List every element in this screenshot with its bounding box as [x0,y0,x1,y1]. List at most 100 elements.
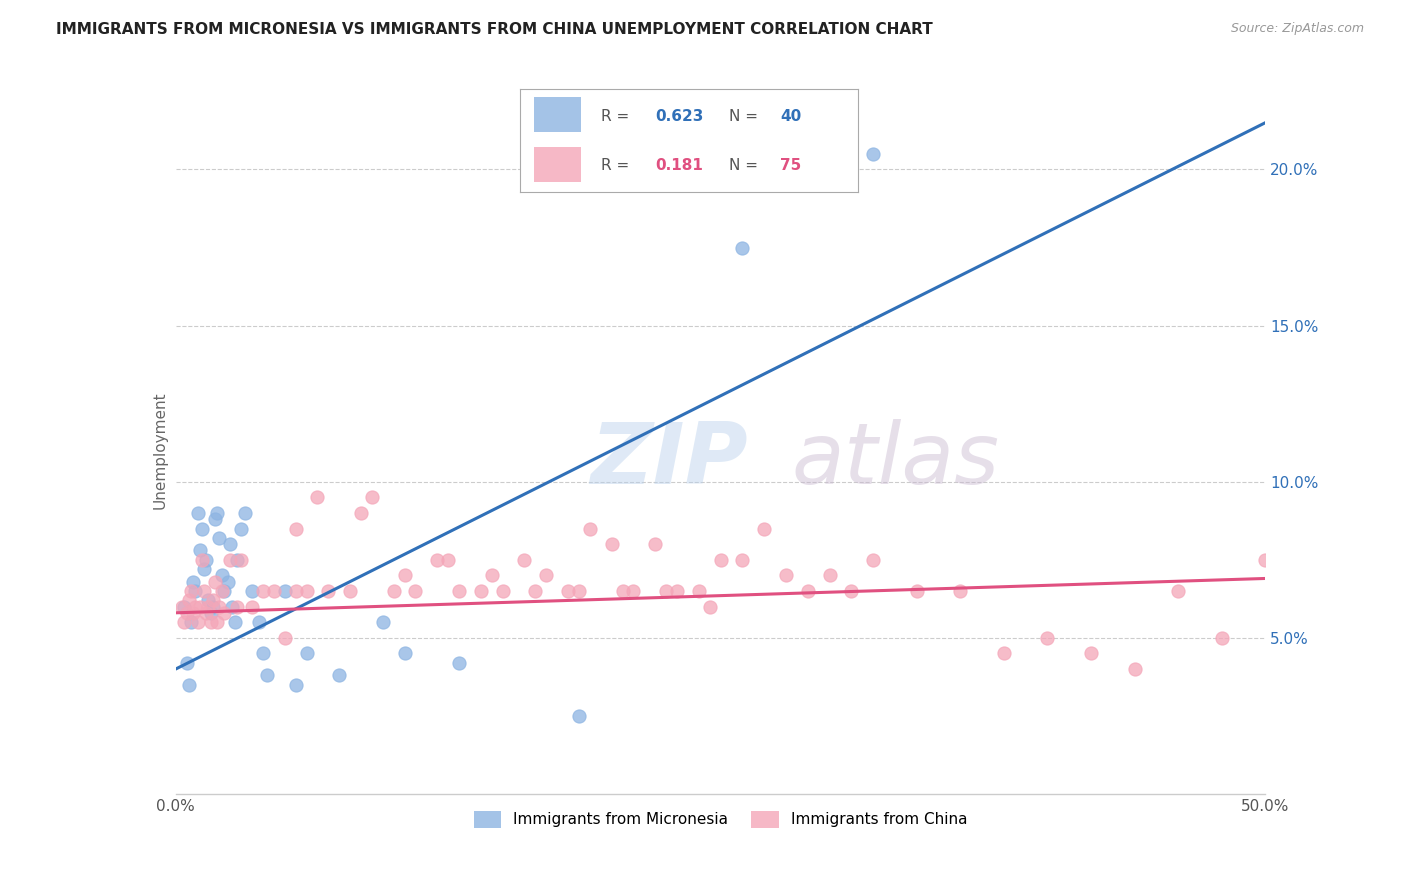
Point [211,568,233,582]
Point [524,583,547,598]
Point [1211,631,1233,645]
Point [818,568,841,582]
Text: R =: R = [602,158,640,173]
Point [307,490,329,504]
Point [382,583,405,598]
Point [235,506,257,520]
Text: 75: 75 [780,158,801,173]
Point [212,583,235,598]
Point [200,606,222,620]
Point [240,599,263,614]
Point [177,593,200,607]
Point [224,615,246,630]
Point [754,521,776,535]
Point [731,552,754,567]
Text: R =: R = [602,110,634,124]
Point [394,646,416,660]
Point [797,583,820,598]
Point [328,668,350,682]
Point [274,583,297,598]
Point [688,583,710,598]
Point [470,583,492,598]
Point [371,615,394,630]
Point [481,568,503,582]
Point [492,583,515,598]
Point [284,521,307,535]
Text: N =: N = [730,110,763,124]
Point [188,599,211,614]
Point [447,656,470,670]
Point [247,615,270,630]
Point [173,615,195,630]
Point [274,631,297,645]
Point [177,678,200,692]
Point [426,552,449,567]
Text: 0.181: 0.181 [655,158,703,173]
Point [841,583,863,598]
Point [219,537,242,551]
Point [655,583,678,598]
Point [231,552,253,567]
Point [1123,662,1146,676]
Point [201,593,224,607]
Point [180,583,202,598]
Point [252,646,274,660]
Point [219,552,242,567]
Point [568,708,591,723]
Point [1167,583,1189,598]
Point [405,583,427,598]
Point [862,552,884,567]
Point [225,552,247,567]
Point [176,606,198,620]
Point [191,521,214,535]
Point [513,552,536,567]
Point [905,583,928,598]
Point [284,583,307,598]
Point [600,537,623,551]
Point [993,646,1015,660]
Point [201,599,224,614]
Point [211,583,233,598]
Point [568,583,591,598]
Point [437,552,460,567]
Point [231,521,253,535]
Point [862,146,884,161]
Point [361,490,384,504]
Point [318,583,340,598]
Point [263,583,285,598]
Text: ZIP: ZIP [591,419,748,502]
Text: 40: 40 [780,110,801,124]
Point [221,599,243,614]
Point [710,552,733,567]
Point [644,537,666,551]
Point [1080,646,1102,660]
Point [180,615,202,630]
Point [225,599,247,614]
Point [208,599,231,614]
Point [295,646,318,660]
Bar [534,97,581,132]
Point [188,543,211,558]
Point [731,240,754,255]
Point [200,615,222,630]
Point [184,583,207,598]
Point [191,552,214,567]
Point [394,568,416,582]
Point [1254,552,1277,567]
Point [212,606,235,620]
Point [240,583,263,598]
Point [181,606,204,620]
Point [205,506,228,520]
Point [666,583,689,598]
Point [339,583,361,598]
Text: 0.623: 0.623 [655,110,703,124]
Point [195,606,218,620]
Point [181,574,204,589]
Point [195,552,218,567]
Legend: Immigrants from Micronesia, Immigrants from China: Immigrants from Micronesia, Immigrants f… [468,805,973,834]
Point [612,583,634,598]
Point [176,656,198,670]
Text: Source: ZipAtlas.com: Source: ZipAtlas.com [1230,22,1364,36]
Point [699,599,721,614]
Y-axis label: Unemployment: Unemployment [152,392,167,509]
